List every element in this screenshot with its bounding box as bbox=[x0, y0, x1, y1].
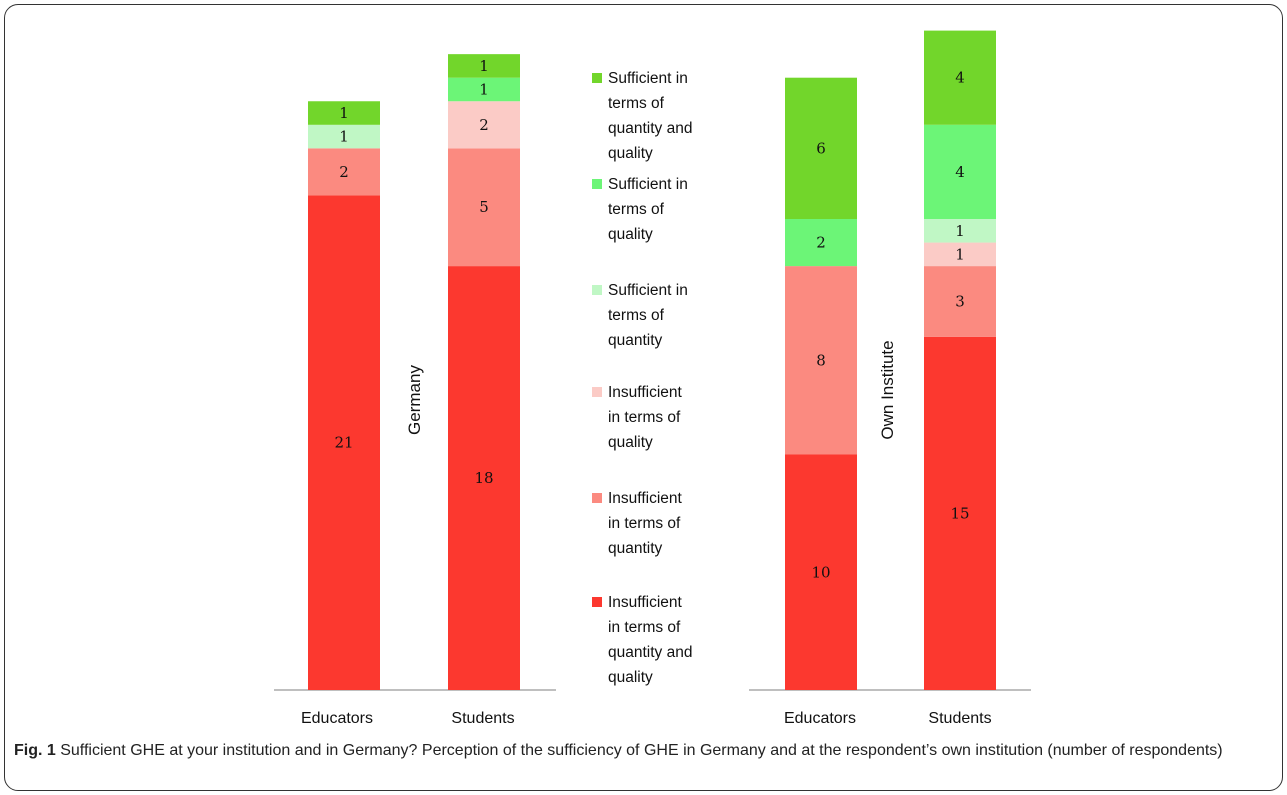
bar-segment-p0-c1-s2 bbox=[448, 101, 520, 149]
legend-label-1-line-2: quality bbox=[608, 226, 653, 243]
data-label-p0-c0-s0: 21 bbox=[334, 434, 353, 452]
legend-label-1-line-0: Sufficient in bbox=[608, 176, 688, 193]
category-label-educators-germany: Educators bbox=[301, 710, 373, 727]
legend-label-2-line-2: quantity bbox=[608, 332, 663, 349]
legend-label-5-line-0: Insufficient bbox=[608, 594, 683, 611]
legend-label-4-line-0: Insufficient bbox=[608, 490, 683, 507]
bar-segment-p1-c1-s0 bbox=[924, 336, 996, 690]
bar-segment-p1-c1-s4 bbox=[924, 124, 996, 219]
caption-prefix: Fig. 1 bbox=[14, 742, 56, 759]
bar-segment-p1-c1-s5 bbox=[924, 30, 996, 125]
legend-label-3-line-0: Insufficient bbox=[608, 384, 683, 401]
legend-label-3-line-1: in terms of bbox=[608, 409, 681, 426]
legend-label-0-line-3: quality bbox=[608, 145, 653, 162]
legend-label-2-line-1: terms of bbox=[608, 307, 665, 324]
legend-label-5-line-3: quality bbox=[608, 669, 653, 686]
bar-segment-p1-c1-s2 bbox=[924, 242, 996, 267]
legend-label-2-line-0: Sufficient in bbox=[608, 282, 688, 299]
category-label-students-own-institute: Students bbox=[928, 710, 991, 727]
legend-label-4-line-1: in terms of bbox=[608, 515, 681, 532]
legend-swatch-3 bbox=[592, 387, 602, 397]
panel-title-own-institute: Own Institute bbox=[878, 340, 897, 439]
bar-segment-p1-c0-s5 bbox=[785, 77, 857, 219]
bar-segment-p0-c0-s5 bbox=[308, 101, 380, 125]
bar-segment-p1-c0-s1 bbox=[785, 266, 857, 455]
data-label-p1-c1-s0: 15 bbox=[950, 504, 969, 522]
legend-label-5-line-2: quantity and bbox=[608, 644, 692, 661]
bar-segment-p0-c1-s5 bbox=[448, 54, 520, 78]
bar-segment-p0-c0-s0 bbox=[308, 195, 380, 690]
data-label-p1-c1-s3: 1 bbox=[955, 222, 965, 240]
bar-segment-p1-c0-s0 bbox=[785, 454, 857, 690]
legend-swatch-4 bbox=[592, 493, 602, 503]
legend-label-1-line-1: terms of bbox=[608, 201, 665, 218]
legend-label-4-line-2: quantity bbox=[608, 540, 663, 557]
data-label-p1-c1-s2: 1 bbox=[955, 245, 965, 263]
data-label-p1-c0-s0: 10 bbox=[811, 563, 830, 581]
data-label-p0-c0-s3: 1 bbox=[339, 128, 349, 146]
legend-swatch-2 bbox=[592, 285, 602, 295]
data-label-p0-c1-s0: 18 bbox=[474, 469, 493, 487]
bar-segment-p1-c1-s1 bbox=[924, 266, 996, 337]
legend-label-5-line-1: in terms of bbox=[608, 619, 681, 636]
data-label-p0-c0-s1: 2 bbox=[339, 163, 349, 181]
bar-segment-p0-c1-s1 bbox=[448, 148, 520, 267]
legend-swatch-1 bbox=[592, 179, 602, 189]
data-label-p1-c0-s4: 2 bbox=[816, 234, 826, 252]
caption-text: Sufficient GHE at your institution and i… bbox=[55, 742, 1223, 759]
legend-label-0-line-0: Sufficient in bbox=[608, 70, 688, 87]
data-label-p0-c0-s5: 1 bbox=[339, 104, 349, 122]
figure-frame bbox=[4, 4, 1283, 791]
stacked-bar-chart: Germany Educators Students Own Institute… bbox=[274, 30, 1031, 727]
data-label-p1-c0-s1: 8 bbox=[816, 351, 826, 369]
legend: Sufficient in terms of quantity and quality… bbox=[592, 70, 692, 686]
bar-segment-p0-c0-s3 bbox=[308, 124, 380, 149]
data-label-p0-c1-s2: 2 bbox=[479, 116, 489, 134]
category-label-educators-own-institute: Educators bbox=[784, 710, 856, 727]
data-label-p1-c1-s5: 4 bbox=[955, 69, 965, 87]
bar-segment-p0-c0-s1 bbox=[308, 148, 380, 196]
legend-label-0-line-1: terms of bbox=[608, 95, 665, 112]
legend-label-3-line-2: quality bbox=[608, 434, 653, 451]
category-label-students-germany: Students bbox=[451, 710, 514, 727]
data-label-p0-c1-s4: 1 bbox=[479, 80, 489, 98]
bar-segment-p0-c1-s0 bbox=[448, 266, 520, 690]
bar-segment-p1-c1-s3 bbox=[924, 219, 996, 243]
legend-swatch-5 bbox=[592, 597, 602, 607]
data-label-p0-c1-s5: 1 bbox=[479, 57, 489, 75]
legend-label-0-line-2: quantity and bbox=[608, 120, 692, 137]
data-label-p1-c0-s5: 6 bbox=[816, 139, 826, 157]
bar-segment-p1-c0-s4 bbox=[785, 219, 857, 267]
figure-caption: Fig. 1 Sufficient GHE at your institutio… bbox=[14, 740, 1269, 762]
data-label-p0-c1-s1: 5 bbox=[479, 198, 489, 216]
data-label-p1-c1-s1: 3 bbox=[955, 292, 965, 310]
bar-segment-p0-c1-s4 bbox=[448, 77, 520, 102]
panel-title-germany: Germany bbox=[405, 365, 424, 435]
data-label-p1-c1-s4: 4 bbox=[955, 163, 965, 181]
legend-swatch-0 bbox=[592, 73, 602, 83]
